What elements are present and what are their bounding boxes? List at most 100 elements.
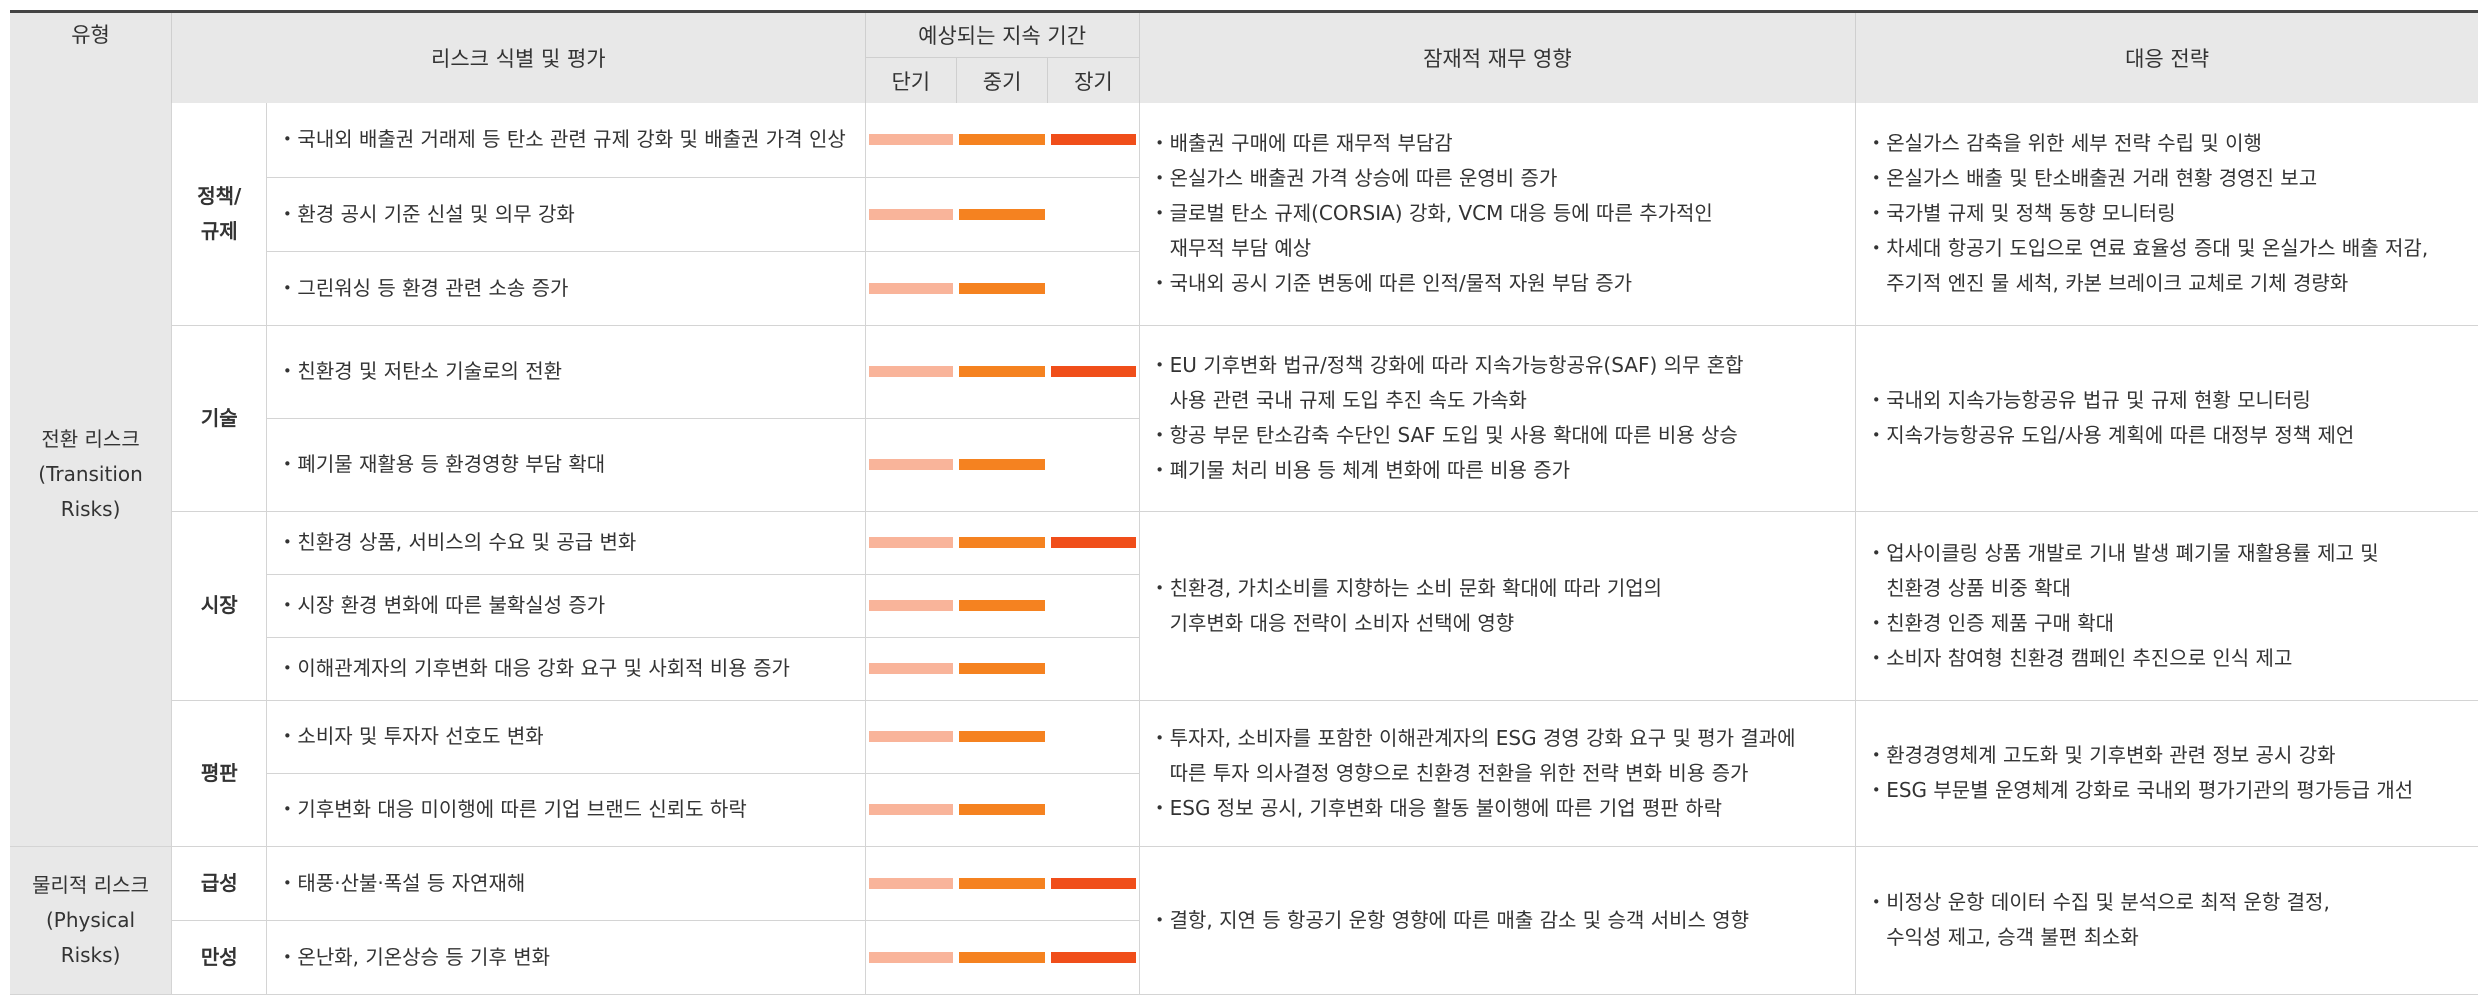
- duration-cell-long: [1047, 418, 1140, 512]
- response-strategy-line: ・국가별 규제 및 정책 동향 모니터링: [1866, 201, 2176, 226]
- duration-bar-short: [868, 877, 954, 889]
- header-type: 유형: [10, 10, 172, 103]
- financial-impact-line: ・투자자, 소비자를 포함한 이해관계자의 ESG 경영 강화 요구 및 평가 …: [1149, 725, 1796, 750]
- subcategory-chronic: 만성: [171, 920, 267, 995]
- table-row: 기술 친환경 및 저탄소 기술로의 전환 ・EU 기후변화 법규/정책 강화에 따라…: [10, 325, 2478, 512]
- duration-bar-mid: [959, 663, 1045, 674]
- risk-text: 그린워싱 등 환경 관련 소송 증가: [277, 276, 568, 300]
- risk-item: 기후변화 대응 미이행에 따른 기업 브랜드 신뢰도 하락: [266, 773, 866, 847]
- table-row: 환경 공시 기준 신설 및 의무 강화: [10, 177, 2478, 252]
- response-strategy-line: ・지속가능항공유 도입/사용 계획에 따른 대정부 정책 제언: [1866, 423, 2355, 447]
- table-row: 시장 환경 변화에 따른 불확실성 증가: [10, 574, 2478, 638]
- subcategory-label: 급성: [200, 870, 238, 895]
- response-strategy-tech: ・국내외 지속가능항공유 법규 및 규제 현황 모니터링 ・지속가능항공유 도입/…: [1855, 325, 2478, 512]
- duration-bar-short: [868, 134, 954, 146]
- table-row: 전환 리스크 (Transition Risks) 정책/규제 국내외 배출권 거래제 …: [10, 103, 2478, 847]
- response-strategy-line: ・차세대 항공기 도입으로 연료 효율성 증대 및 온실가스 배출 저감,: [1866, 236, 2429, 261]
- risk-item: 친환경 및 저탄소 기술로의 전환: [266, 325, 866, 419]
- duration-cell-long: [1047, 574, 1140, 638]
- duration-bar-short: [868, 459, 954, 470]
- response-strategy-line: ・온실가스 배출 및 탄소배출권 거래 현황 경영진 보고: [1866, 166, 2318, 191]
- financial-impact-line: ・폐기물 처리 비용 등 체계 변화에 따른 비용 증가: [1149, 458, 1571, 482]
- response-strategy-policy: ・온실가스 감축을 위한 세부 전략 수립 및 이행 ・온실가스 배출 및 탄소배…: [1855, 103, 2478, 326]
- risk-text: 폐기물 재활용 등 환경영향 부담 확대: [277, 452, 605, 476]
- financial-impact-reputation: ・투자자, 소비자를 포함한 이해관계자의 ESG 경영 강화 요구 및 평가 …: [1138, 700, 1857, 847]
- duration-cell-short: [865, 251, 957, 326]
- type-cell-transition: 전환 리스크 (Transition Risks): [10, 103, 172, 847]
- duration-cell-mid: [956, 418, 1048, 512]
- response-strategy-line: ・환경경영체계 고도화 및 기후변화 관련 정보 공시 강화: [1866, 743, 2336, 767]
- duration-bar-mid: [959, 282, 1045, 294]
- risk-text: 국내외 배출권 거래제 등 탄소 관련 규제 강화 및 배출권 가격 인상: [277, 127, 845, 151]
- duration-cell-mid: [956, 177, 1048, 252]
- header-risk-identification: 리스크 식별 및 평가: [171, 10, 866, 103]
- risk-text: 친환경 및 저탄소 기술로의 전환: [277, 359, 562, 383]
- duration-bar-long: [1050, 951, 1136, 963]
- duration-bar-mid: [959, 134, 1045, 146]
- duration-cell-short: [865, 418, 957, 512]
- subcategory-label: 평판: [200, 760, 238, 785]
- duration-cell-mid: [956, 773, 1048, 847]
- risk-item: 온난화, 기온상승 등 기후 변화: [266, 920, 866, 995]
- risk-item: 폐기물 재활용 등 환경영향 부담 확대: [266, 418, 866, 512]
- duration-cell-short: [865, 177, 957, 252]
- subcategory-market: 시장: [171, 511, 267, 701]
- type-label: (Physical: [45, 907, 136, 932]
- duration-bar-mid: [959, 600, 1045, 611]
- response-strategy-market: ・업사이클링 상품 개발로 기내 발생 폐기물 재활용률 제고 및 친환경 상품 …: [1855, 511, 2478, 701]
- response-strategy-line: ・친환경 인증 제품 구매 확대: [1866, 610, 2115, 635]
- financial-impact-tech: ・EU 기후변화 법규/정책 강화에 따라 지속가능항공유(SAF) 의무 혼합…: [1138, 325, 1857, 512]
- duration-cell-short: [865, 574, 957, 638]
- duration-bar-mid: [959, 951, 1045, 963]
- type-label: 물리적 리스크: [32, 872, 149, 897]
- duration-bar-mid: [959, 366, 1045, 377]
- duration-cell-long: [1047, 920, 1140, 995]
- financial-impact-line: ・글로벌 탄소 규제(CORSIA) 강화, VCM 대응 등에 따른 추가적인: [1149, 201, 1713, 226]
- type-label: 전환 리스크: [41, 426, 140, 451]
- response-strategy-physical: ・비정상 운항 데이터 수집 및 분석으로 최적 운항 결정, 수익성 제고, 승…: [1855, 846, 2478, 995]
- financial-impact-line: 따른 투자 의사결정 영향으로 친환경 전환을 위한 전략 변화 비용 증가: [1169, 760, 1749, 785]
- financial-impact-line: ・국내외 공시 기준 변동에 따른 인적/물적 자원 부담 증가: [1149, 271, 1633, 296]
- type-label: (Transition: [38, 461, 143, 486]
- duration-cell-short: [865, 773, 957, 847]
- subcategory-tech: 기술: [171, 325, 267, 512]
- financial-impact-line: 사용 관련 국내 규제 도입 추진 속도 가속화: [1169, 388, 1527, 412]
- financial-impact-line: 재무적 부담 예상: [1169, 236, 1312, 261]
- risk-text: 이해관계자의 기후변화 대응 강화 요구 및 사회적 비용 증가: [277, 656, 789, 680]
- type-label: Risks): [60, 496, 121, 521]
- duration-cell-short: [865, 920, 957, 995]
- financial-impact-physical: ・결항, 지연 등 항공기 운항 영향에 따른 매출 감소 및 승객 서비스 영…: [1138, 846, 1857, 995]
- subcategory-label: 만성: [200, 944, 238, 969]
- table-row: 물리적 리스크 (Physical Risks) 급성 태풍·산불·폭설 등 자연재해 ・…: [10, 846, 2478, 995]
- risk-item: 소비자 및 투자자 선호도 변화: [266, 700, 866, 774]
- duration-bar-mid: [959, 731, 1045, 742]
- duration-cell-mid: [956, 251, 1048, 326]
- risk-text: 소비자 및 투자자 선호도 변화: [277, 724, 543, 748]
- financial-impact-line: ・EU 기후변화 법규/정책 강화에 따라 지속가능항공유(SAF) 의무 혼합: [1149, 353, 1744, 377]
- duration-bar-mid: [959, 877, 1045, 889]
- risk-item: 시장 환경 변화에 따른 불확실성 증가: [266, 574, 866, 638]
- financial-impact-policy: ・배출권 구매에 따른 재무적 부담감 ・온실가스 배출권 가격 상승에 따른 운…: [1138, 103, 1857, 326]
- duration-cell-long: [1047, 511, 1140, 575]
- duration-bar-short: [868, 208, 954, 220]
- header-short-term: 단기: [864, 57, 957, 103]
- table-row: 그린워싱 등 환경 관련 소송 증가: [10, 251, 2478, 326]
- response-strategy-line: ・국내외 지속가능항공유 법규 및 규제 현황 모니터링: [1866, 388, 2311, 412]
- response-strategy-line: ・업사이클링 상품 개발로 기내 발생 폐기물 재활용률 제고 및: [1866, 540, 2379, 565]
- risk-item: 이해관계자의 기후변화 대응 강화 요구 및 사회적 비용 증가: [266, 637, 866, 701]
- risk-text: 기후변화 대응 미이행에 따른 기업 브랜드 신뢰도 하락: [277, 797, 746, 821]
- risk-text: 친환경 상품, 서비스의 수요 및 공급 변화: [277, 530, 636, 554]
- response-strategy-line: 주기적 엔진 물 세척, 카본 브레이크 교체로 기체 경량화: [1886, 271, 2349, 296]
- duration-bar-short: [868, 804, 954, 815]
- duration-cell-mid: [956, 637, 1048, 701]
- financial-impact-line: ・온실가스 배출권 가격 상승에 따른 운영비 증가: [1149, 166, 1558, 191]
- duration-bar-short: [868, 600, 954, 611]
- risk-item: 국내외 배출권 거래제 등 탄소 관련 규제 강화 및 배출권 가격 인상: [266, 103, 866, 178]
- duration-bar-mid: [959, 804, 1045, 815]
- duration-cell-mid: [956, 574, 1048, 638]
- header-mid-term: 중기: [955, 57, 1048, 103]
- duration-cell-mid: [956, 700, 1048, 774]
- subcategory-label: 정책/: [197, 183, 242, 208]
- duration-cell-short: [865, 325, 957, 419]
- duration-cell-short: [865, 511, 957, 575]
